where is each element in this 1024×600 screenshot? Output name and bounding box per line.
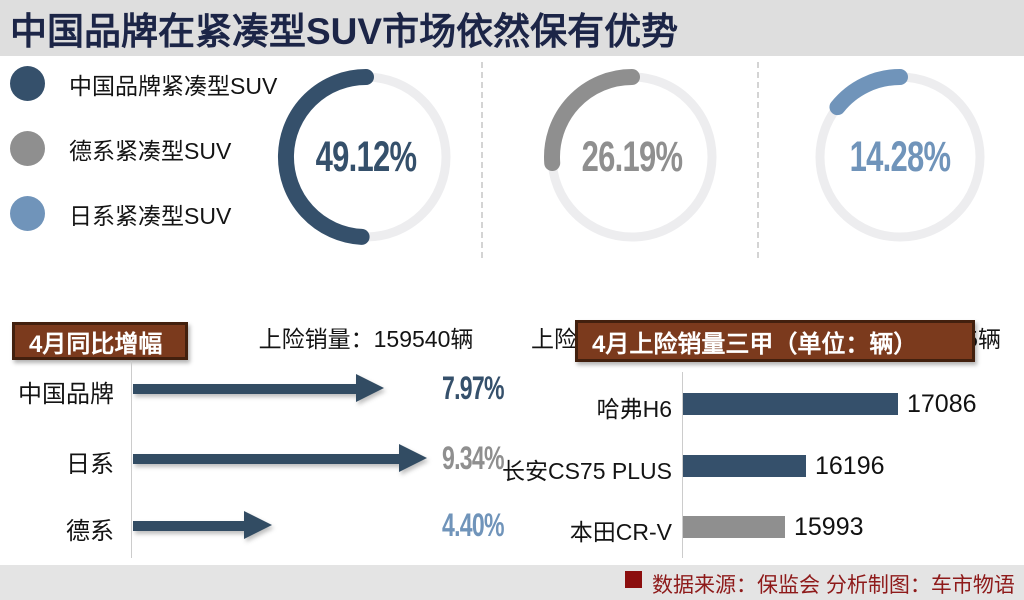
legend-swatch-icon xyxy=(10,66,45,101)
title-bar: 中国品牌在紧凑型SUV市场依然保有优势 xyxy=(0,0,1024,56)
gauge-percent-value: 14.28% xyxy=(849,132,951,181)
top3-value: 15993 xyxy=(794,513,864,541)
gauge-0: 49.12% 上险销量：159540辆 xyxy=(259,62,473,352)
growth-value: 9.34% xyxy=(442,440,504,476)
source-marker-icon xyxy=(625,571,642,588)
top3-bar xyxy=(683,455,806,477)
gauge-ring-icon xyxy=(815,69,985,242)
growth-value: 7.97% xyxy=(442,370,504,406)
growth-section-title: 4月同比增幅 xyxy=(29,330,163,358)
gauge-ring-icon xyxy=(277,69,451,245)
source-text: 数据来源：保监会 分析制图：车市物语 xyxy=(652,574,1015,597)
top3-bar xyxy=(683,516,785,538)
top3-bar xyxy=(683,393,898,415)
growth-category-label: 中国品牌 xyxy=(18,381,114,408)
top3-category-label: 长安CS75 PLUS xyxy=(501,458,672,484)
growth-arrow-icon xyxy=(133,374,384,402)
legend-label: 德系紧凑型SUV xyxy=(69,137,232,164)
legend-item-0: 中国品牌紧凑型SUV xyxy=(10,66,277,101)
legend-label: 日系紧凑型SUV xyxy=(69,202,232,229)
gauge-ring-icon xyxy=(544,69,717,242)
dashed-separator xyxy=(481,62,483,258)
legend-label: 中国品牌紧凑型SUV xyxy=(69,72,278,99)
legend-swatch-icon xyxy=(10,131,45,166)
legend-swatch-icon xyxy=(10,196,45,231)
legend: 中国品牌紧凑型SUV 德系紧凑型SUV 日系紧凑型SUV xyxy=(10,66,277,261)
top3-section-header: 4月上险销量三甲（单位：辆） xyxy=(575,320,975,362)
growth-arrow-icon xyxy=(133,444,427,472)
top3-category-label: 本田CR-V xyxy=(569,519,672,545)
growth-axis-line xyxy=(131,361,132,558)
growth-category-label: 日系 xyxy=(66,451,114,478)
gauge-2: 14.28%上险销量：46385辆 xyxy=(799,62,1001,352)
top3-category-label: 哈弗H6 xyxy=(596,396,672,422)
gauge-sales-label: 上险销量：159540辆 xyxy=(258,326,474,352)
top3-value: 17086 xyxy=(907,390,977,418)
legend-item-1: 德系紧凑型SUV xyxy=(10,131,277,166)
dashed-separator xyxy=(757,62,759,258)
gauge-1: 26.19%上险销量：85050辆 xyxy=(531,62,733,352)
gauge-percent-value: 49.12% xyxy=(315,132,417,181)
growth-category-label: 德系 xyxy=(66,518,114,545)
top3-section-title: 4月上险销量三甲（单位：辆） xyxy=(592,330,918,358)
growth-value: 4.40% xyxy=(442,507,504,543)
growth-section-header: 4月同比增幅 xyxy=(12,322,188,360)
top3-axis-line xyxy=(682,372,683,558)
top3-value: 16196 xyxy=(815,452,885,480)
legend-item-2: 日系紧凑型SUV xyxy=(10,196,277,231)
gauge-percent-value: 26.19% xyxy=(581,132,683,181)
growth-arrow-icon xyxy=(133,511,272,539)
source-bar: 数据来源：保监会 分析制图：车市物语 xyxy=(0,565,1024,600)
page-title: 中国品牌在紧凑型SUV市场依然保有优势 xyxy=(10,11,679,52)
